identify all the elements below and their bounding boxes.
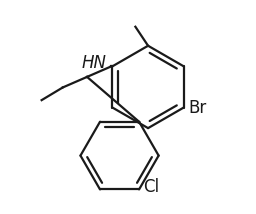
Text: HN: HN (81, 54, 106, 72)
Text: Br: Br (188, 98, 206, 117)
Text: Cl: Cl (143, 178, 159, 196)
